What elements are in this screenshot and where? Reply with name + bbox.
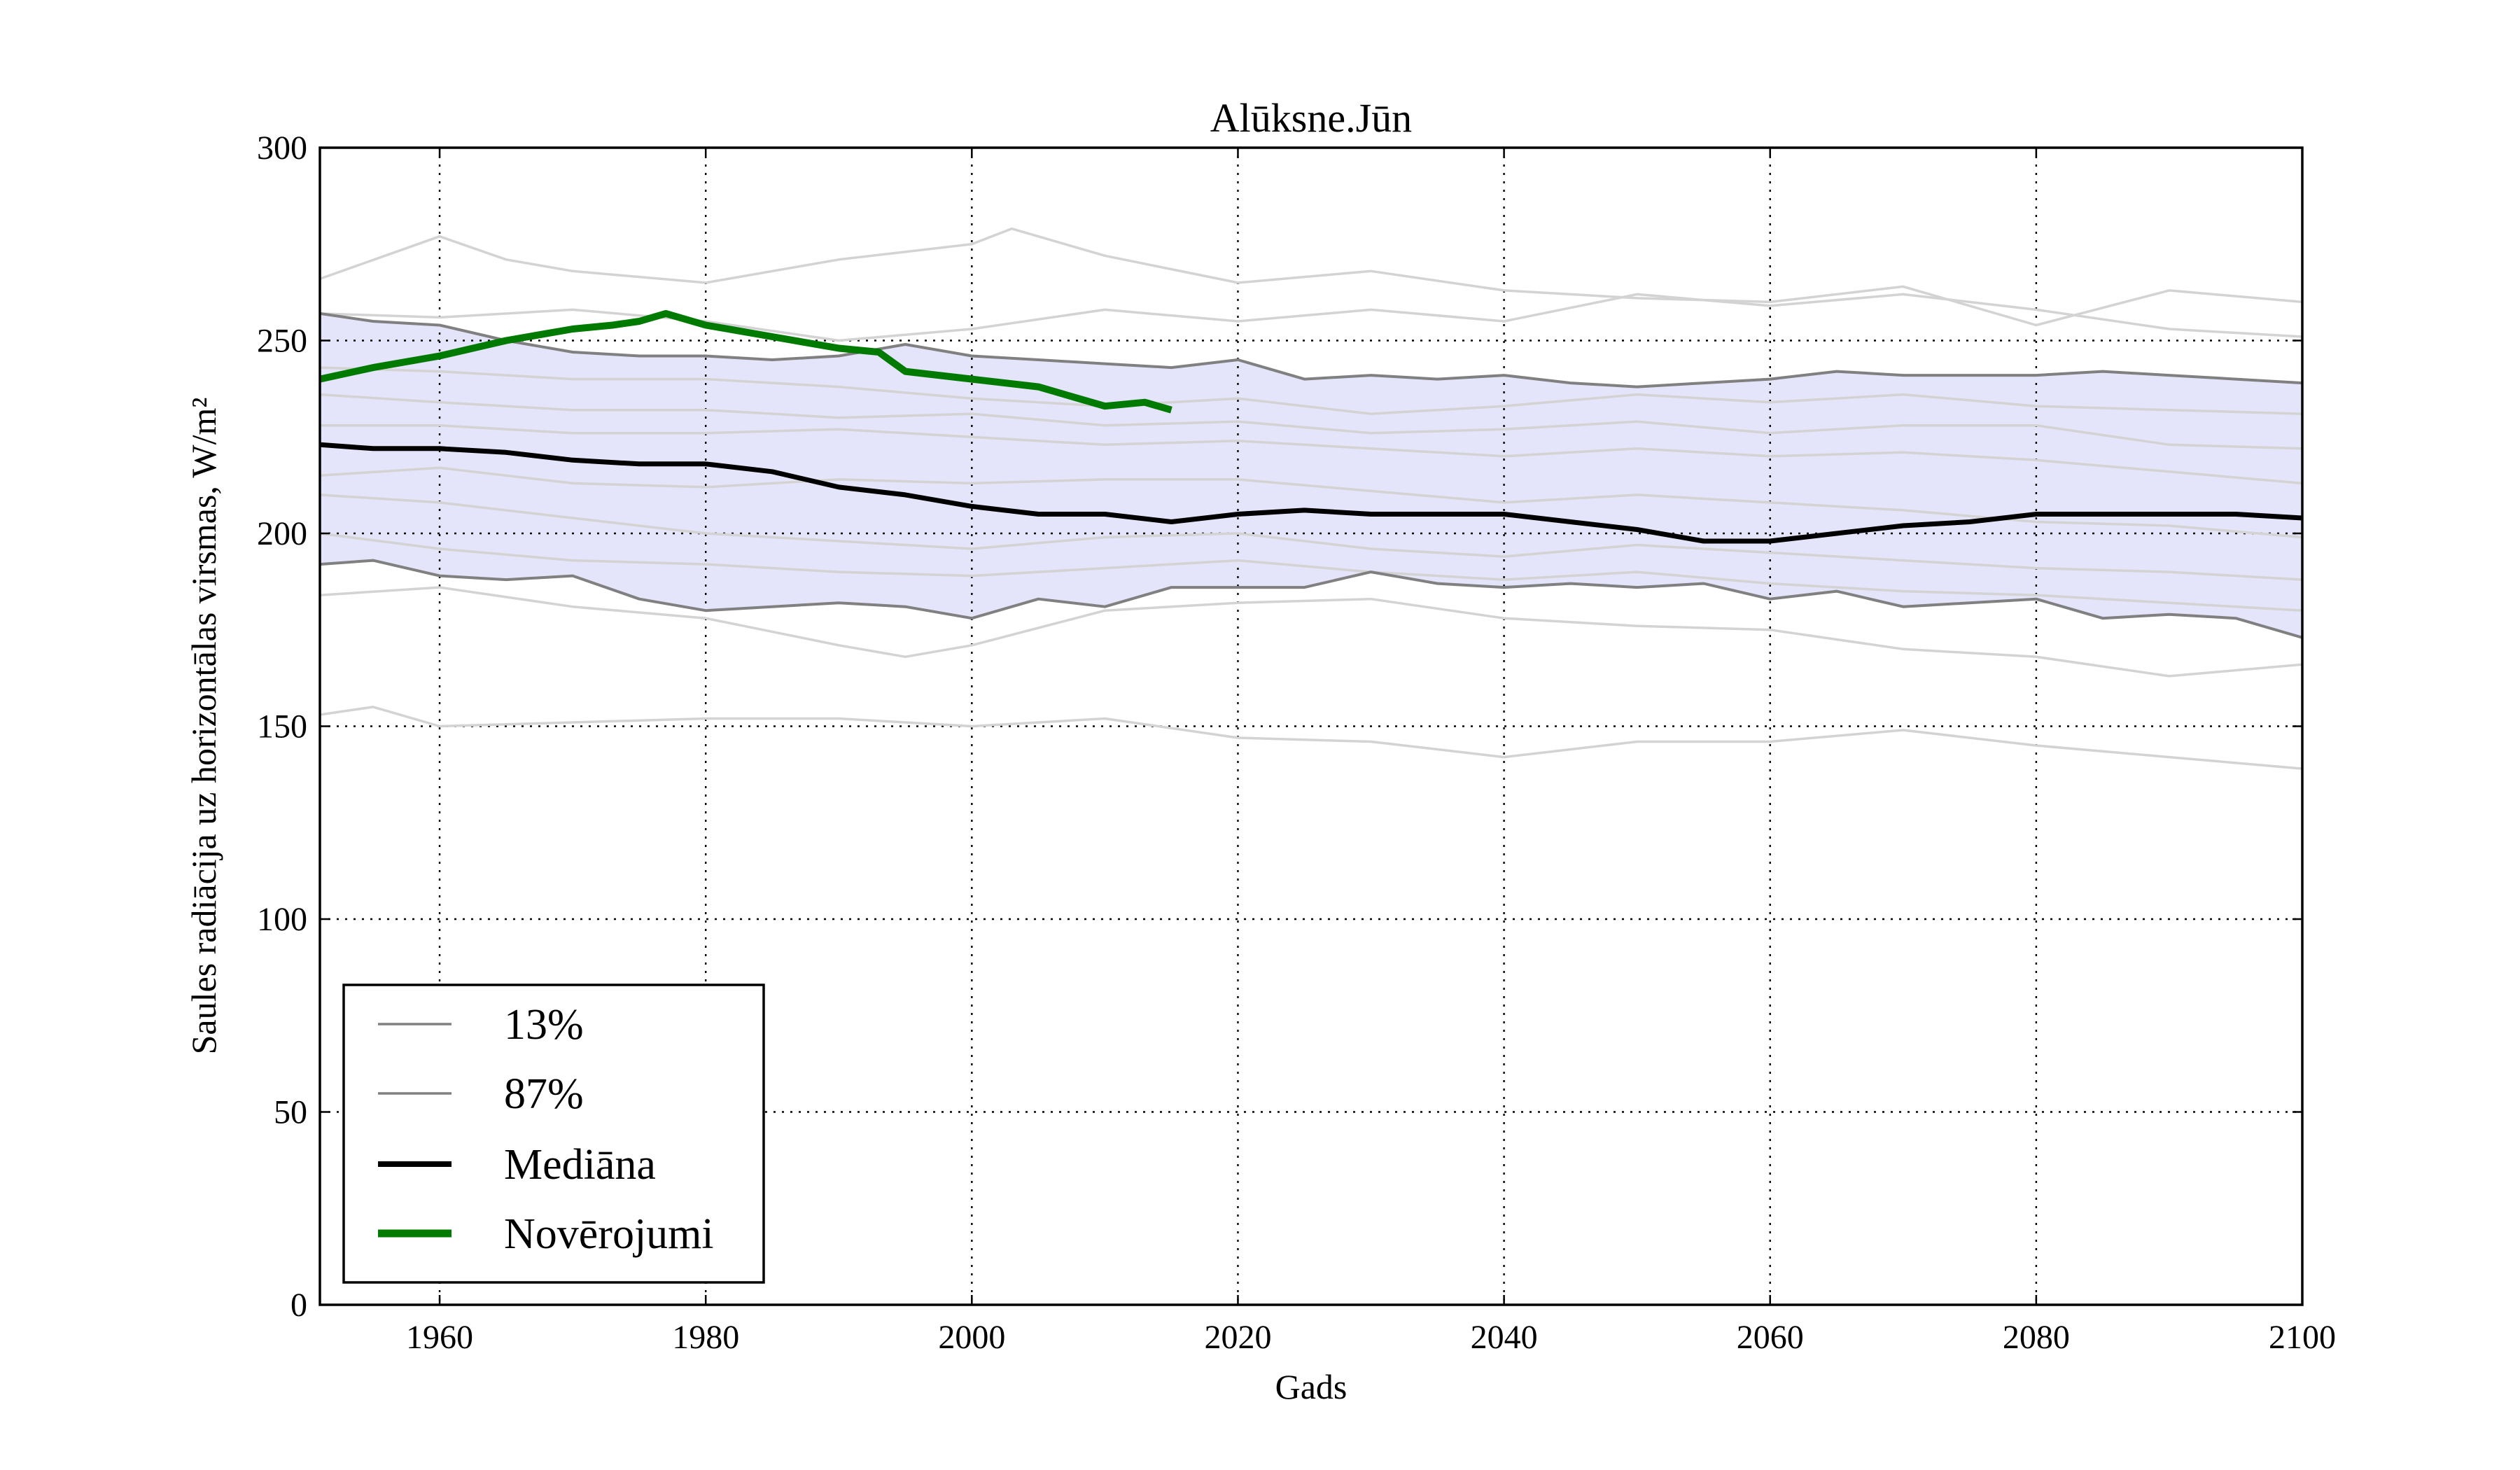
ensemble-member-line-10 (320, 706, 2302, 770)
y-tick-label: 250 (257, 323, 307, 360)
chart-title: Alūksne.Jūn (1210, 95, 1412, 141)
x-tick-label: 2000 (938, 1319, 1005, 1356)
ensemble-member-line-3 (320, 366, 2302, 415)
y-tick-label: 200 (257, 515, 307, 552)
ensemble-member-line-6 (320, 466, 2302, 539)
series-layer (320, 227, 2302, 770)
plot-area (320, 313, 2302, 638)
legend-label-median: Mediāna (504, 1141, 656, 1189)
series-line-87 (320, 312, 2302, 388)
x-tick-label: 2040 (1471, 1319, 1538, 1356)
legend-label-13: 13% (504, 1001, 584, 1049)
x-tick-label: 2100 (2269, 1319, 2336, 1356)
series-line-13 (320, 559, 2302, 639)
axis-ticks: 1960 1980 2000 2020 2040 2060 2080 2100 0 50 100 15… (257, 130, 2336, 1356)
series-line-observations (320, 309, 1172, 414)
y-tick-label: 0 (290, 1287, 307, 1324)
ensemble-member-line-1 (320, 227, 2302, 327)
y-tick-label: 150 (257, 708, 307, 746)
y-axis-label: Saules radiācija uz horizontālas virsmas… (184, 398, 223, 1055)
x-tick-label: 2080 (2003, 1319, 2070, 1356)
series-line-median (320, 442, 2302, 544)
x-tick-label: 1980 (672, 1319, 739, 1356)
ensemble-member-line-5 (320, 424, 2302, 485)
ensemble-member-line-2 (320, 293, 2302, 342)
legend-label-87: 87% (504, 1070, 584, 1118)
y-tick-label: 300 (257, 130, 307, 167)
legend: 13% 87% Mediāna Novērojumi (342, 983, 765, 1284)
grid (320, 148, 2302, 1305)
x-tick-label: 2060 (1737, 1319, 1804, 1356)
ensemble-member-line-7 (320, 493, 2302, 581)
ensemble-member-line-8 (320, 532, 2302, 612)
legend-label-observations: Novērojumi (504, 1210, 714, 1258)
y-tick-label: 50 (274, 1094, 307, 1131)
x-tick-label: 2020 (1204, 1319, 1271, 1356)
x-tick-label: 1960 (406, 1319, 473, 1356)
ensemble-member-line-4 (320, 393, 2302, 450)
x-axis-label: Gads (1275, 1367, 1348, 1406)
ensemble-member-line-9 (320, 586, 2302, 678)
y-tick-label: 100 (257, 901, 307, 938)
percentile-band (320, 313, 2302, 638)
